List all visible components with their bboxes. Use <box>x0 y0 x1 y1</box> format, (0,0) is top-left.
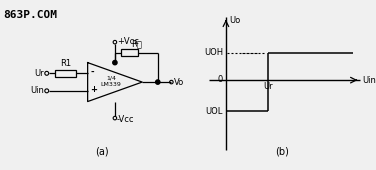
Text: Ur: Ur <box>34 69 44 78</box>
Text: +Vcc: +Vcc <box>117 37 139 46</box>
Text: Uin: Uin <box>30 86 44 95</box>
Text: R1: R1 <box>60 59 71 69</box>
Bar <box>121 49 138 56</box>
Text: UOH: UOH <box>204 48 223 57</box>
Text: -Vcc: -Vcc <box>117 115 134 124</box>
Circle shape <box>156 80 160 84</box>
Text: R限: R限 <box>131 39 142 48</box>
Text: (b): (b) <box>276 146 290 156</box>
Text: Uin: Uin <box>362 76 376 85</box>
Circle shape <box>113 61 117 65</box>
Bar <box>55 70 76 77</box>
Text: +: + <box>91 85 97 94</box>
Text: Uo: Uo <box>229 16 240 25</box>
Text: UOL: UOL <box>206 107 223 116</box>
Text: -: - <box>91 68 94 77</box>
Text: LM339: LM339 <box>100 82 121 88</box>
Text: Ur: Ur <box>263 82 273 91</box>
Text: Vo: Vo <box>174 78 185 87</box>
Text: 1/4: 1/4 <box>106 76 116 81</box>
Text: 863P.COM: 863P.COM <box>3 10 57 20</box>
Text: 0: 0 <box>218 75 223 84</box>
Text: (a): (a) <box>96 146 109 156</box>
